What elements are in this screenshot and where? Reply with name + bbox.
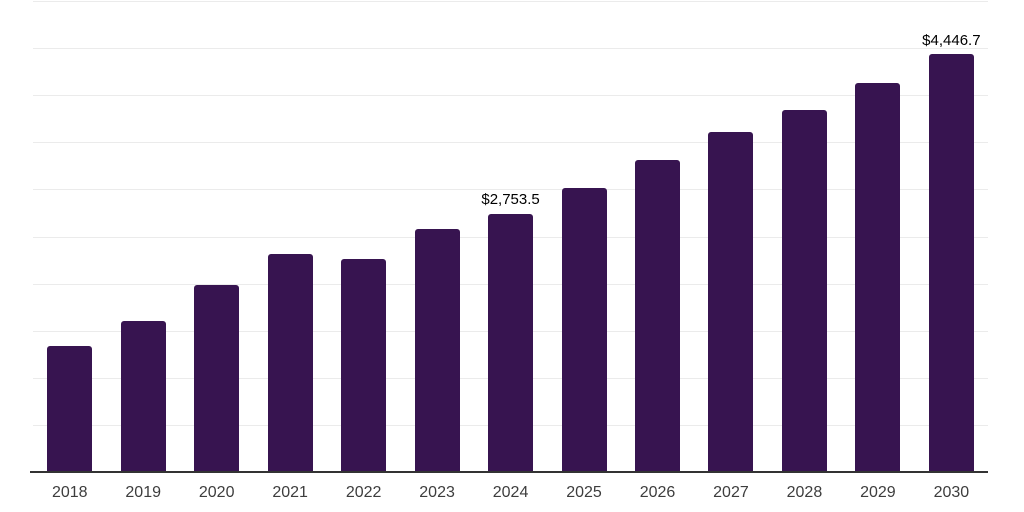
bar-2024[interactable] <box>488 213 534 473</box>
bar-2019[interactable] <box>120 321 166 473</box>
bar-slot-2025 <box>547 2 620 473</box>
x-tick-2026: 2026 <box>639 484 676 501</box>
bar-2020[interactable] <box>194 284 240 473</box>
x-tick-2021: 2021 <box>272 484 308 501</box>
value-label-2024: $2,753.5 <box>481 191 540 209</box>
x-axis-labels: 2018 2019 2020 2021 2022 2023 2024 2025 2026 2027… <box>33 484 988 502</box>
bar-slot-2023 <box>400 2 473 473</box>
bar-slot-2024: $2,753.5 <box>474 2 547 473</box>
bar-2029[interactable] <box>855 83 901 473</box>
bars-layer: $2,753.5 $4,446.7 <box>33 2 988 473</box>
bar-slot-2020 <box>180 2 253 473</box>
bar-slot-2026 <box>621 2 694 473</box>
x-tick-2020: 2020 <box>198 484 235 501</box>
x-tick-2025: 2025 <box>566 484 602 501</box>
gridline-4000 <box>33 95 988 97</box>
bar-2026[interactable] <box>634 160 680 473</box>
bar-2018[interactable] <box>47 346 93 473</box>
bar-2023[interactable] <box>414 229 460 473</box>
bar-slot-2030: $4,446.7 <box>915 2 988 473</box>
x-tick-2019: 2019 <box>125 484 161 501</box>
bar-2030[interactable] <box>928 54 974 473</box>
plot-area: $2,753.5 $4,446.7 <box>33 1 988 473</box>
gridline-3500 <box>33 142 988 144</box>
bar-2027[interactable] <box>708 131 754 473</box>
bar-slot-2028 <box>768 2 841 473</box>
bar-slot-2022 <box>327 2 400 473</box>
x-tick-2023: 2023 <box>419 484 455 501</box>
bar-slot-2027 <box>694 2 767 473</box>
x-tick-2024: 2024 <box>492 484 529 501</box>
x-axis-line <box>30 471 988 473</box>
bar-slot-2021 <box>253 2 326 473</box>
bar-slot-2018 <box>33 2 106 473</box>
gridline-4500 <box>33 48 988 50</box>
x-tick-2022: 2022 <box>345 484 382 501</box>
x-tick-2018: 2018 <box>51 484 88 501</box>
x-tick-2028: 2028 <box>786 484 823 501</box>
bar-slot-2029 <box>841 2 914 473</box>
x-tick-2027: 2027 <box>713 484 749 501</box>
bar-2025[interactable] <box>561 188 607 473</box>
bar-2021[interactable] <box>267 254 313 473</box>
x-tick-2030: 2030 <box>933 484 970 501</box>
bar-2022[interactable] <box>341 258 387 473</box>
gridline-3000 <box>33 189 988 191</box>
bar-slot-2019 <box>106 2 179 473</box>
value-label-2030: $4,446.7 <box>922 31 981 49</box>
gridline-5000 <box>33 1 988 2</box>
x-tick-2029: 2029 <box>860 484 896 501</box>
bar-2028[interactable] <box>781 109 827 473</box>
